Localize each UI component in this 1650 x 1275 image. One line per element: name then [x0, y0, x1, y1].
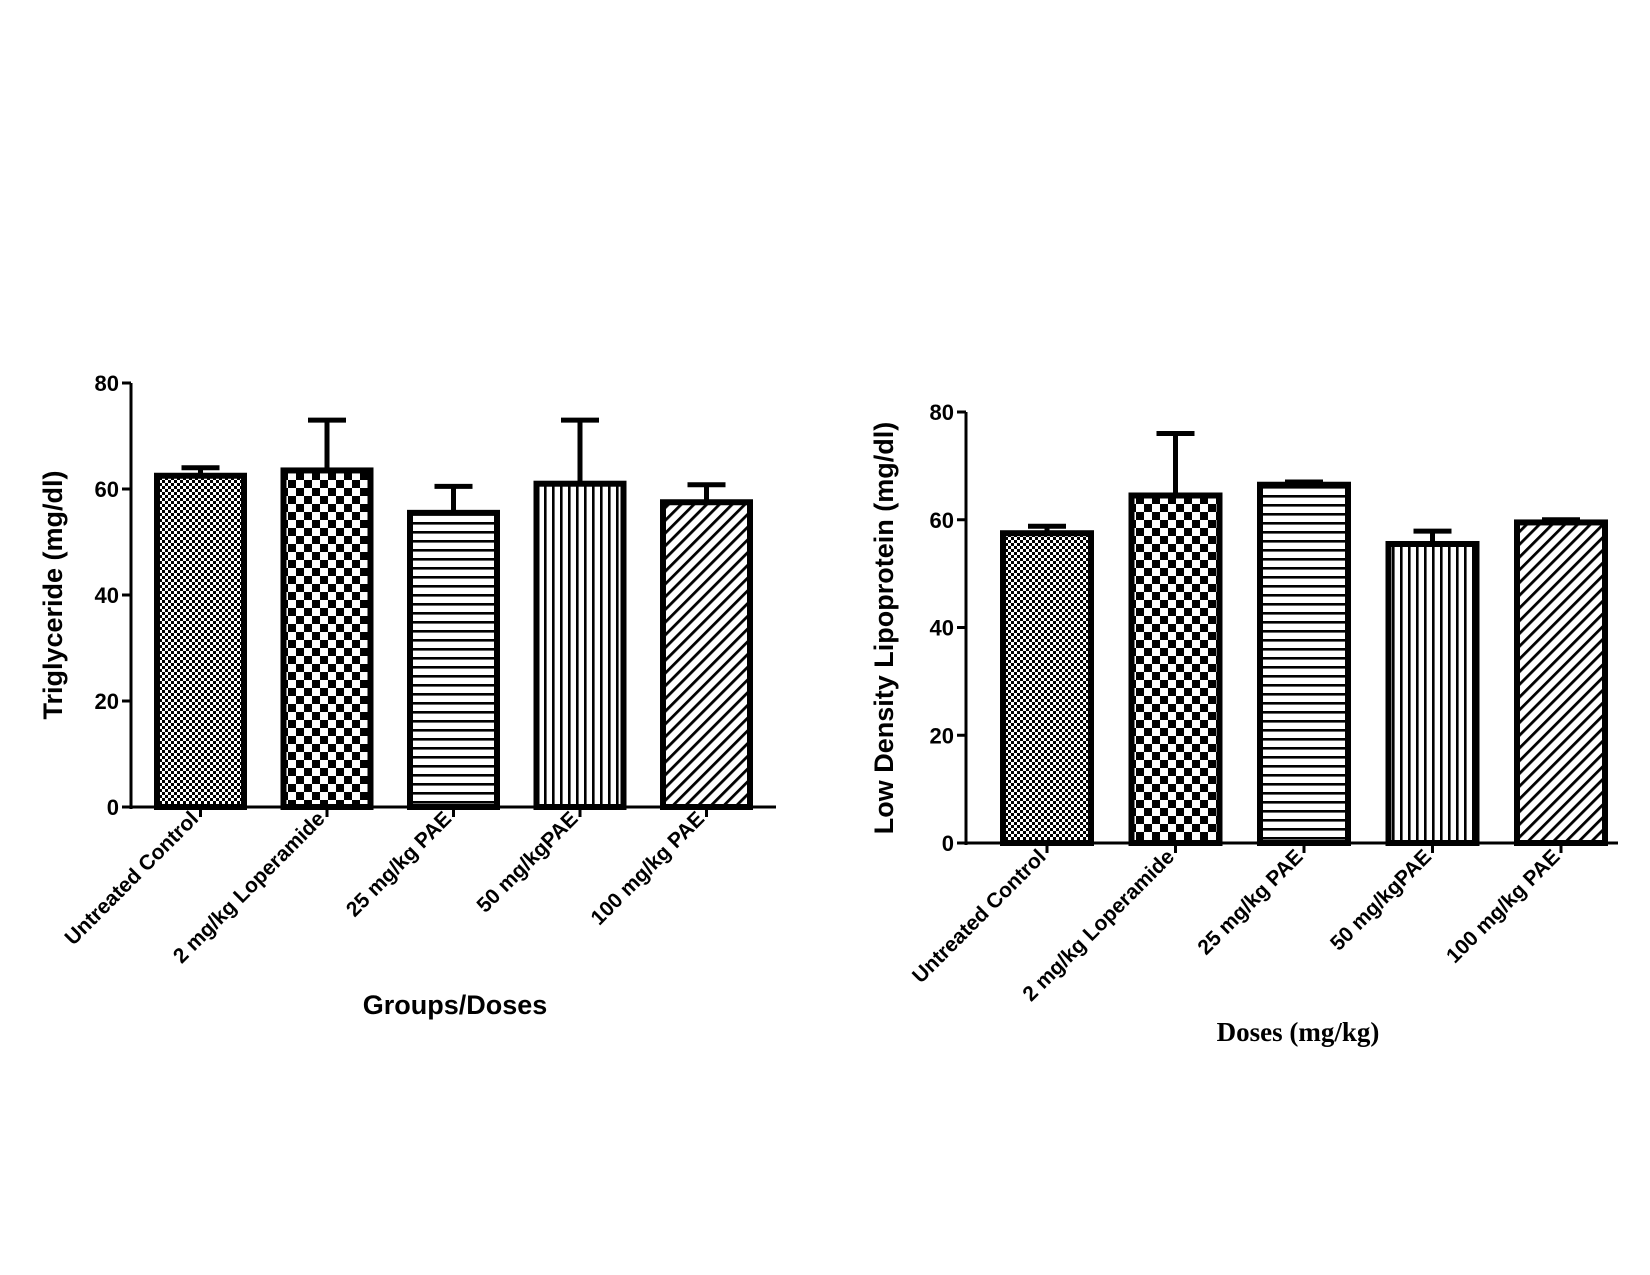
y-tick-label: 60	[95, 477, 119, 502]
category-label: 100 mg/kg PAE	[587, 807, 709, 929]
y-tick-label: 80	[930, 400, 954, 425]
y-axis-title: Low Density Lipoprotein (mg/dl)	[869, 422, 899, 834]
bar	[660, 499, 753, 810]
bar	[280, 467, 374, 810]
category-label: 50 mg/kgPAE	[472, 807, 582, 917]
y-tick-label: 20	[95, 689, 119, 714]
category-label: 50 mg/kgPAE	[1326, 845, 1436, 955]
x-axis-title: Doses (mg/kg)	[1217, 1017, 1380, 1047]
bar	[407, 509, 500, 810]
bar	[1128, 492, 1223, 846]
y-tick-label: 60	[930, 508, 954, 533]
bar	[1385, 540, 1480, 847]
y-tick-label: 0	[107, 795, 119, 820]
bar	[1257, 481, 1351, 846]
bar	[154, 472, 247, 810]
bar	[1514, 519, 1608, 846]
y-tick-label: 80	[95, 371, 119, 396]
category-label: 100 mg/kg PAE	[1442, 845, 1564, 967]
category-label: 25 mg/kg PAE	[1193, 845, 1307, 959]
category-label: Untreated Control	[908, 845, 1050, 987]
x-axis-title: Groups/Doses	[363, 990, 548, 1020]
category-label: 25 mg/kg PAE	[342, 807, 456, 921]
y-tick-label: 40	[930, 616, 954, 641]
y-tick-label: 0	[942, 831, 954, 856]
bar	[1000, 530, 1094, 846]
bar	[533, 480, 627, 810]
y-axis-title: Triglyceride (mg/dl)	[38, 470, 68, 719]
y-tick-label: 40	[95, 583, 119, 608]
y-tick-label: 20	[930, 723, 954, 748]
category-label: Untreated Control	[61, 807, 203, 949]
